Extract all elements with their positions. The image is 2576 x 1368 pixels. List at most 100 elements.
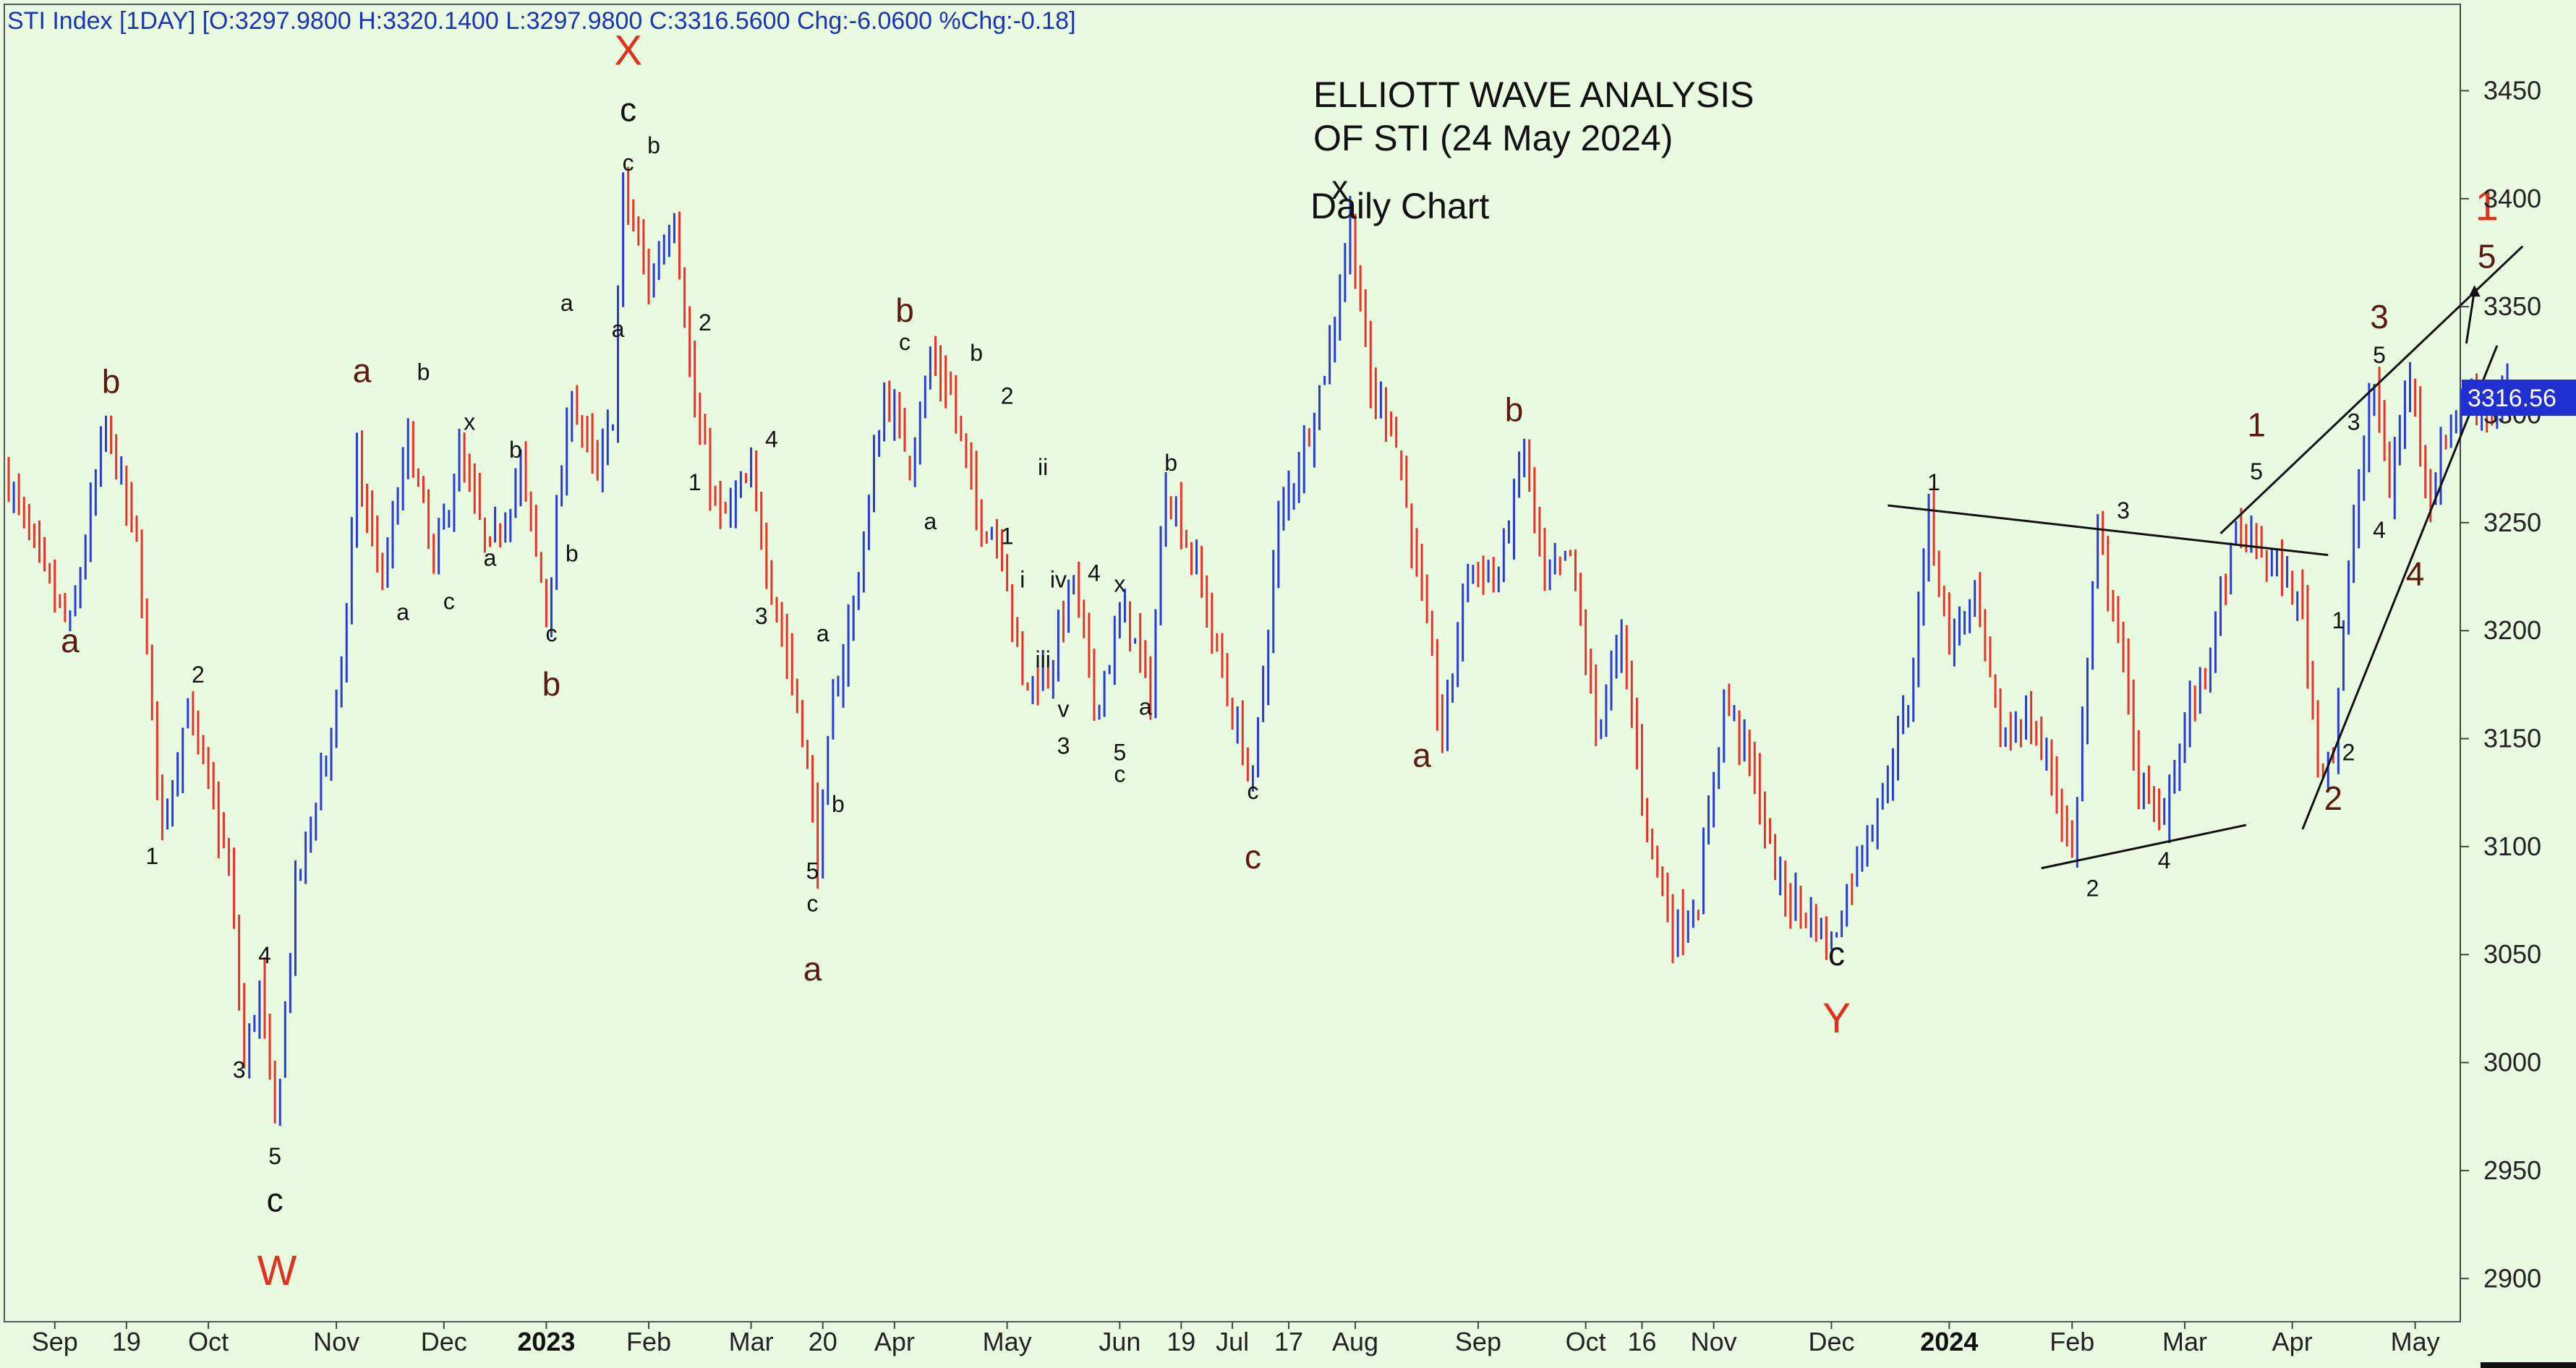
x-tick-label: 17 <box>1274 1327 1303 1356</box>
wave-label: c <box>443 588 455 614</box>
wave-label: a <box>803 950 822 988</box>
wave-label: b <box>1505 390 1524 428</box>
trend-line <box>2301 345 2499 830</box>
corner-strip <box>2481 1362 2576 1368</box>
wave-label: c <box>899 329 910 355</box>
chart-subtitle: Daily Chart <box>1310 186 1489 226</box>
title-line-1: ELLIOTT WAVE ANALYSIS <box>1313 74 1754 115</box>
wave-label: v <box>1057 696 1069 722</box>
x-tick-label: Feb <box>2050 1327 2094 1356</box>
wave-label: 5 <box>2373 342 2386 368</box>
wave-label: c <box>1247 778 1258 804</box>
last-price-box: 3316.56 <box>2462 380 2576 416</box>
wave-label: 1 <box>1001 523 1014 550</box>
x-tick-label: Dec <box>1808 1327 1854 1356</box>
wave-label: 4 <box>2158 847 2171 873</box>
wave-label: iii <box>1035 646 1050 672</box>
x-tick-label: Oct <box>1566 1327 1606 1356</box>
x-tick-label: Aug <box>1332 1327 1378 1356</box>
wave-label: a <box>396 599 409 625</box>
wave-label: b <box>102 363 121 401</box>
wave-label: 5 <box>806 858 819 884</box>
last-price-badge <box>2462 380 2576 416</box>
y-tick-label: 3250 <box>2483 508 2541 537</box>
wave-label: b <box>417 359 430 385</box>
wave-label: c <box>623 150 634 176</box>
wave-label: a <box>484 545 497 571</box>
wave-label: b <box>1164 450 1177 476</box>
wave-label: 3 <box>2117 497 2130 523</box>
y-tick-label: 3450 <box>2483 75 2541 105</box>
wave-label: 4 <box>1088 560 1101 586</box>
wave-labels: ab12345cWaabcxabcbbaacbcX2143ab5cabcab2i… <box>61 27 2499 1295</box>
wave-label: a <box>560 290 573 316</box>
wave-label: b <box>647 132 660 158</box>
wave-label: 4 <box>765 426 778 452</box>
x-axis: Sep 19 Oct Nov Dec 2023 Feb Mar 20 Apr May Jun 19 Jul… <box>32 1322 2440 1356</box>
wave-label: 2 <box>2342 739 2355 765</box>
y-tick-label: 3400 <box>2483 184 2541 213</box>
projection-arrow <box>2465 289 2476 344</box>
wave-label: b <box>832 791 845 817</box>
last-price-label: 3316.56 <box>2468 385 2556 412</box>
wave-label: a <box>1139 694 1152 720</box>
wave-label: c <box>267 1181 283 1219</box>
wave-label: b <box>542 665 561 703</box>
header-quote: STI Index [1DAY] [O:3297.9800 H:3320.140… <box>7 7 1076 35</box>
wave-label: c <box>1245 838 1261 876</box>
x-tick-label: Dec <box>421 1327 467 1356</box>
wave-label: 3 <box>755 603 768 629</box>
wave-label: x <box>1331 168 1348 206</box>
wave-label: 4 <box>2373 517 2386 543</box>
wave-label: b <box>509 437 522 463</box>
wave-label: 1 <box>688 469 701 495</box>
wave-label: x <box>1114 570 1125 597</box>
price-bars <box>7 166 2509 1127</box>
wave-label: c <box>545 620 557 646</box>
wave-label: 5 <box>2250 458 2263 484</box>
x-tick-label: Oct <box>188 1327 229 1356</box>
wave-label: a <box>353 352 372 390</box>
wave-label: a <box>924 508 937 534</box>
wave-label: ii <box>1038 454 1048 480</box>
wave-label: 1 <box>1927 469 1940 495</box>
wave-label: 4 <box>258 942 271 968</box>
wave-label: 2 <box>1001 383 1014 409</box>
wave-label: 4 <box>2406 555 2425 592</box>
wave-label: 5 <box>268 1143 281 1169</box>
x-tick-label: May <box>2391 1327 2440 1356</box>
x-tick-label: 2023 <box>517 1327 575 1356</box>
wave-label: Y <box>1822 995 1851 1042</box>
wave-label: a <box>61 622 80 659</box>
y-tick-label: 3200 <box>2483 615 2541 645</box>
wave-label: 3 <box>233 1056 246 1082</box>
wave-label: 1 <box>2332 607 2345 633</box>
y-tick-label: 3050 <box>2483 939 2541 969</box>
wave-label: 2 <box>2324 779 2343 817</box>
y-tick-label: 3100 <box>2483 832 2541 861</box>
x-tick-label: Jul <box>1216 1327 1249 1356</box>
wave-label: 2 <box>2086 876 2099 902</box>
x-tick-label: Nov <box>1691 1327 1737 1356</box>
x-tick-label: 19 <box>112 1327 141 1356</box>
wave-label: x <box>464 409 475 435</box>
wave-label: 3 <box>1057 732 1070 758</box>
wave-label: 3 <box>2347 409 2360 435</box>
x-tick-label: Feb <box>626 1327 671 1356</box>
x-tick-label: Nov <box>313 1327 359 1356</box>
wave-label: 2 <box>699 309 712 335</box>
trend-line <box>1888 504 2329 557</box>
wave-label: 1 <box>2247 406 2266 443</box>
wave-label: 5 <box>1113 739 1126 765</box>
projection-arrow-head <box>2468 285 2481 297</box>
x-tick-label: Mar <box>729 1327 774 1356</box>
x-tick-label: 2024 <box>1920 1327 1978 1356</box>
y-tick-label: 2900 <box>2483 1263 2541 1293</box>
wave-label: c <box>1828 935 1845 972</box>
wave-label: b <box>970 340 983 366</box>
trend-line <box>2041 824 2247 870</box>
wave-label: a <box>1412 736 1431 774</box>
x-tick-label: 19 <box>1167 1327 1195 1356</box>
wave-label: i <box>1020 566 1025 592</box>
